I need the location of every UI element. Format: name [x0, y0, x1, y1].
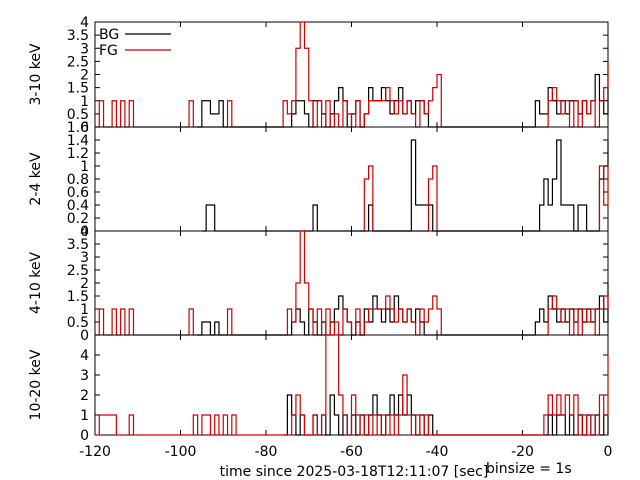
x-tick-label: -60 — [340, 444, 363, 460]
y-tick-label: 0 — [80, 120, 89, 136]
y-tick-label: 3.5 — [67, 237, 89, 253]
y-tick-label: 2.5 — [67, 263, 89, 279]
series-bg-line — [197, 61, 609, 128]
series-fg-line — [95, 334, 609, 436]
series-bg-line — [201, 139, 609, 232]
y-tick-label: 1 — [80, 159, 89, 175]
legend-label-fg: FG — [99, 43, 118, 59]
y-tick-label: 1 — [80, 94, 89, 110]
y-tick-label: 0 — [80, 224, 89, 240]
y-tick-label: 4 — [80, 15, 89, 31]
panel-10-20-keV: 0 1 2 3 4 10-20 keV — [28, 334, 609, 444]
legend-label-bg: BG — [99, 27, 119, 43]
panels: 00.511.522.533.543-10 keVBGFG00.20.40.60… — [28, 15, 609, 444]
y-tick-label: 3 — [80, 368, 89, 384]
y-tick-label: 2 — [80, 68, 89, 84]
x-axis: -120 -100 -80 -60 -40 -20 0 — [79, 444, 612, 460]
y-tick-label: 4 — [80, 348, 89, 364]
y-tick-label: 1 — [80, 302, 89, 318]
y-tick-label: 0.6 — [67, 185, 89, 201]
series-bg-line — [283, 394, 609, 436]
binsize-label: binsize = 1s — [486, 461, 572, 477]
y-axis-label: 10-20 keV — [28, 349, 44, 420]
y-tick-label: 4 — [80, 224, 89, 240]
panel-4-10-keV: 00.511.522.533.544-10 keV — [28, 224, 609, 344]
y-tick-label: 0.2 — [67, 211, 89, 227]
series-fg-line — [360, 165, 609, 232]
y-tick-label: 1.5 — [67, 289, 89, 305]
y-tick-label: 1.5 — [67, 81, 89, 97]
y-tick-label: 0.5 — [67, 315, 89, 331]
y-tick-label: 2.5 — [67, 54, 89, 70]
x-tick-label: -100 — [165, 444, 197, 460]
x-tick-label: -80 — [255, 444, 278, 460]
y-tick-label: 3.5 — [67, 28, 89, 44]
y-tick-label: 1.2 — [67, 146, 89, 162]
y-tick-label: 0 — [80, 328, 89, 344]
series-fg-line — [95, 21, 609, 128]
x-axis-label: time since 2025-03-18T12:11:07 [sec] — [220, 464, 489, 480]
y-tick-label: 2 — [80, 276, 89, 292]
x-tick-label: -40 — [426, 444, 449, 460]
panel-frame — [94, 21, 609, 128]
y-tick-label: 3 — [80, 250, 89, 266]
y-axis-label: 2-4 keV — [28, 152, 44, 206]
y-tick-label: 2 — [80, 388, 89, 404]
panel-frame — [94, 126, 609, 232]
y-tick-label: 1.4 — [67, 133, 89, 149]
y-tick-label: 0 — [80, 428, 89, 444]
x-tick-label: 0 — [604, 444, 613, 460]
series-fg-line — [95, 230, 609, 336]
panel-2-4-keV: 00.20.40.60.811.21.41.62-4 keV — [28, 120, 609, 240]
y-axis-label: 3-10 keV — [28, 43, 44, 105]
y-tick-label: 0.5 — [67, 107, 89, 123]
x-tick-label: -20 — [511, 444, 534, 460]
panel-frame — [94, 230, 609, 336]
y-tick-label: 1.6 — [67, 120, 89, 136]
x-tick-label: -120 — [79, 444, 111, 460]
y-tick-label: 3 — [80, 41, 89, 57]
y-axis-label: 4-10 keV — [28, 252, 44, 314]
y-tick-label: 0.4 — [67, 198, 89, 214]
y-tick-label: 1 — [80, 408, 89, 424]
y-tick-label: 0.8 — [67, 172, 89, 188]
